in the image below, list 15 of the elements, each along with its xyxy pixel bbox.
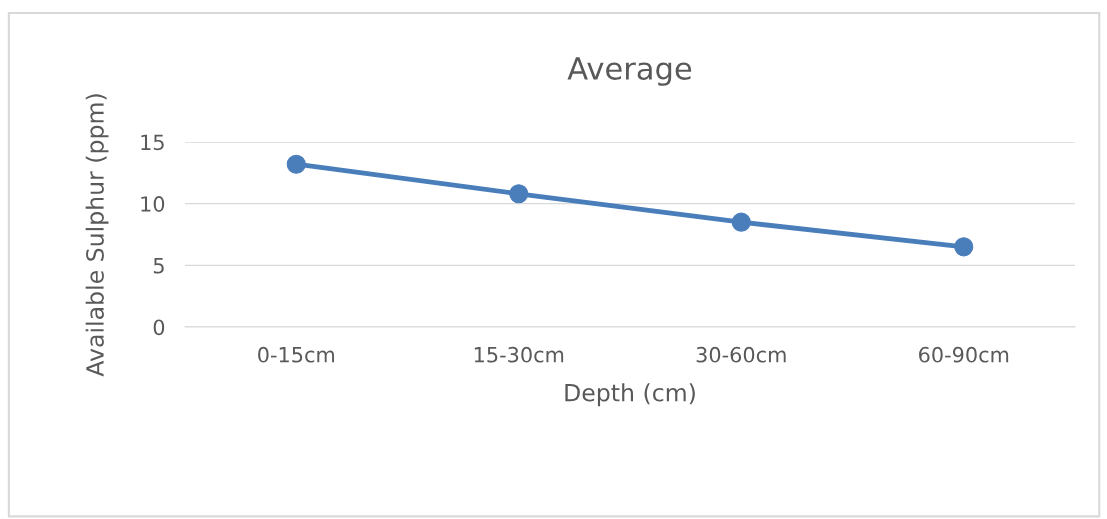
point	[731, 212, 751, 232]
point	[286, 154, 306, 174]
y-tick-label: 5	[153, 258, 164, 274]
y-tick-label: 10	[141, 196, 165, 212]
x-axis-title: Depth (cm)	[565, 383, 695, 407]
x-tick-label: 0-15cm	[258, 346, 334, 363]
chart-title: Average	[567, 57, 692, 86]
point	[509, 184, 529, 204]
y-tick-label: 15	[141, 134, 164, 151]
x-tick-label: 30-60cm	[696, 346, 786, 363]
y-tick-label: 0	[153, 319, 165, 336]
x-tick-label: 15-30cm	[474, 346, 564, 363]
point	[954, 237, 974, 257]
y-axis-title: Available Sulphur (ppm)	[85, 94, 109, 377]
x-tick-label: 60-90cm	[919, 346, 1009, 363]
